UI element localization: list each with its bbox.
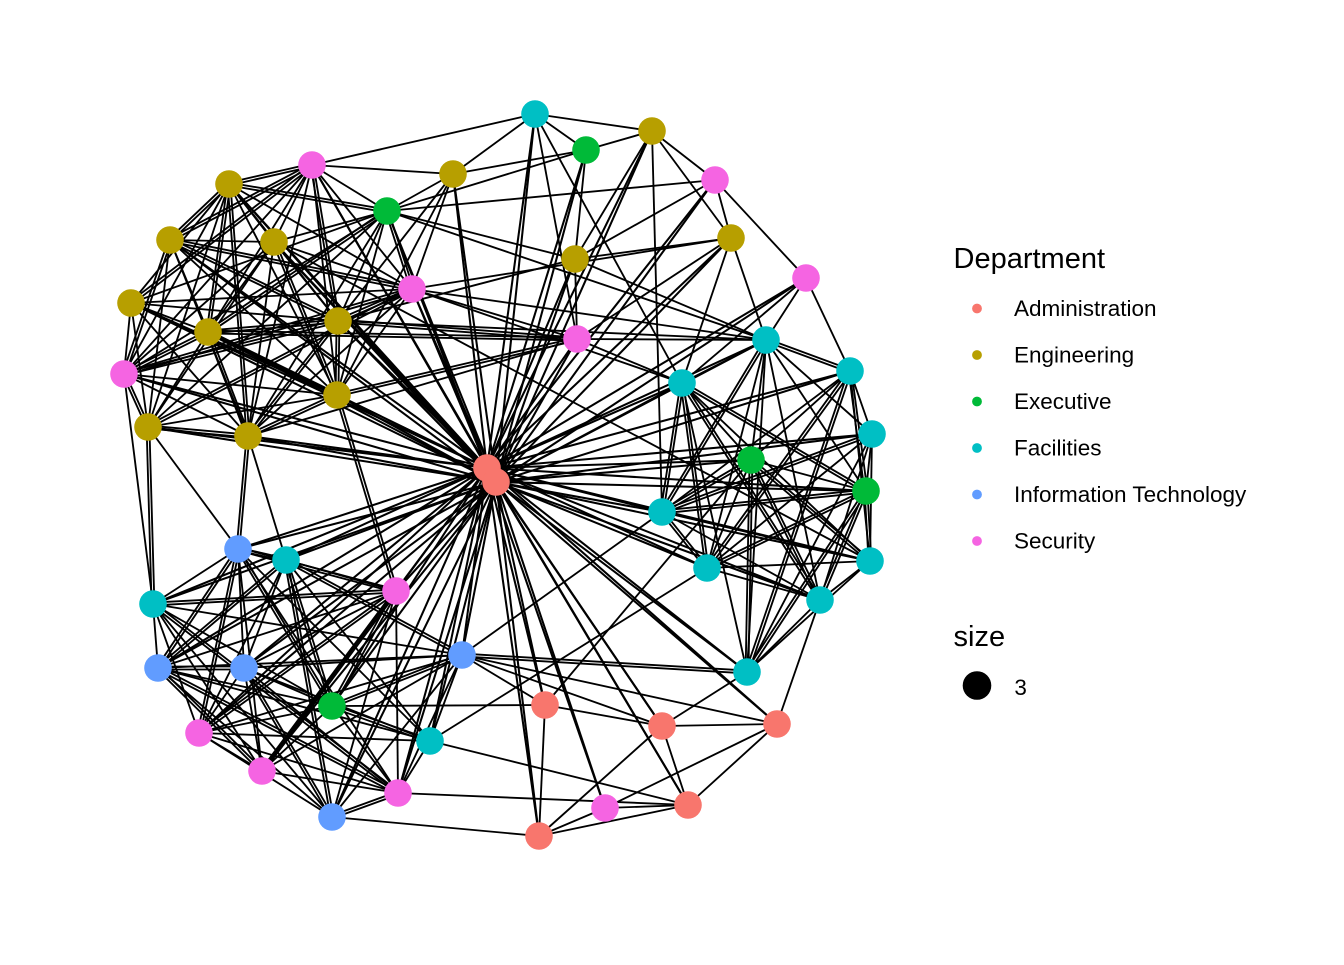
svg-text:Department: Department [954, 243, 1106, 275]
svg-text:Executive: Executive [1014, 389, 1112, 414]
svg-text:Engineering: Engineering [1014, 343, 1134, 368]
svg-text:3: 3 [1014, 675, 1027, 700]
svg-text:Administration: Administration [1014, 296, 1157, 321]
svg-text:Information Technology: Information Technology [1014, 482, 1247, 507]
svg-text:Facilities: Facilities [1014, 436, 1102, 461]
svg-text:size: size [954, 621, 1006, 653]
svg-text:Security: Security [1014, 529, 1096, 554]
